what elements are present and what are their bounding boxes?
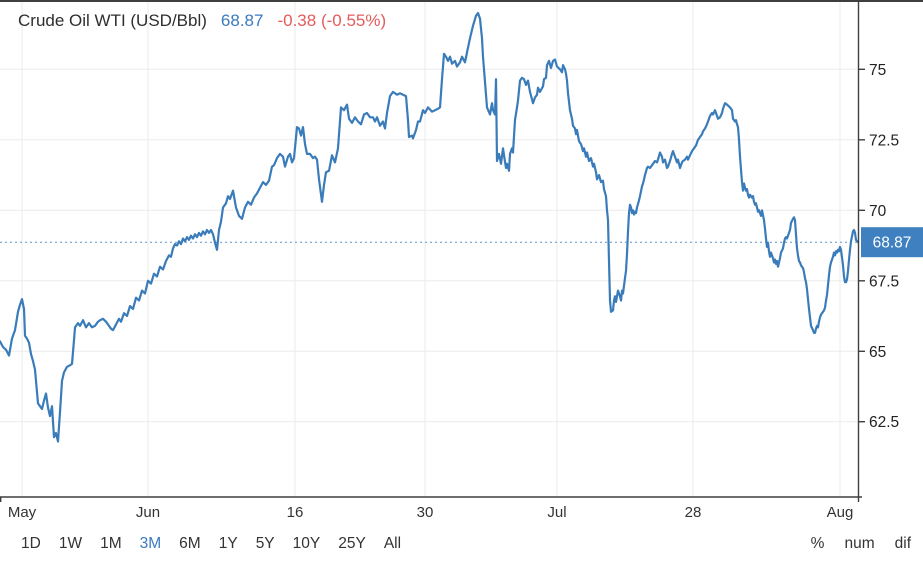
range-button-1d[interactable]: 1D bbox=[21, 535, 41, 552]
range-button-6m[interactable]: 6M bbox=[179, 535, 201, 552]
range-button-1w[interactable]: 1W bbox=[58, 535, 83, 552]
last-price-badge bbox=[861, 227, 923, 258]
x-tick-label: 16 bbox=[287, 504, 304, 521]
y-tick-label: 72.5 bbox=[869, 132, 899, 149]
x-tick-label: Aug bbox=[827, 504, 854, 521]
y-tick-label: 70 bbox=[869, 203, 887, 220]
range-button-3m[interactable]: 3M bbox=[139, 535, 162, 552]
range-buttons: 1D 1W 1M 3M 6M 1Y 5Y 10Y 25Y All bbox=[0, 535, 401, 553]
x-tick-label: 28 bbox=[685, 504, 702, 521]
chart-header: Crude Oil WTI (USD/Bbl) 68.87 -0.38 (-0.… bbox=[18, 11, 386, 31]
chart-toolbar: 1D 1W 1M 3M 6M 1Y 5Y 10Y 25Y All % num d… bbox=[0, 535, 923, 553]
mode-buttons: % num dif bbox=[811, 535, 923, 553]
x-tick-label: Jul bbox=[547, 504, 566, 521]
last-price-badge-label: 68.87 bbox=[873, 235, 912, 252]
range-button-10y[interactable]: 10Y bbox=[292, 535, 321, 552]
y-tick-label: 75 bbox=[869, 62, 886, 79]
instrument-title: Crude Oil WTI (USD/Bbl) bbox=[18, 11, 207, 30]
mode-button-percent[interactable]: % bbox=[810, 535, 825, 552]
range-button-1y[interactable]: 1Y bbox=[218, 535, 238, 552]
price-change: -0.38 (-0.55%) bbox=[277, 11, 387, 30]
x-tick-label: May bbox=[8, 504, 37, 521]
x-tick-label: Jun bbox=[136, 504, 160, 521]
y-tick-label: 67.5 bbox=[869, 273, 899, 290]
price-line-series bbox=[0, 11, 860, 443]
price-chart[interactable]: 62.5 65 67.5 70 72.5 75 May Jun 16 30 Jul 28 Aug 68.8… bbox=[0, 0, 923, 530]
x-tick-label: 30 bbox=[417, 504, 434, 521]
range-button-all[interactable]: All bbox=[383, 535, 402, 552]
y-tick-label: 65 bbox=[869, 344, 886, 361]
mode-button-num[interactable]: num bbox=[844, 535, 875, 552]
last-price-value: 68.87 bbox=[220, 11, 264, 30]
range-button-1m[interactable]: 1M bbox=[100, 535, 122, 552]
range-button-25y[interactable]: 25Y bbox=[338, 535, 366, 552]
y-tick-label: 62.5 bbox=[869, 414, 899, 431]
range-button-5y[interactable]: 5Y bbox=[255, 535, 275, 552]
mode-button-dif[interactable]: dif bbox=[894, 535, 911, 552]
